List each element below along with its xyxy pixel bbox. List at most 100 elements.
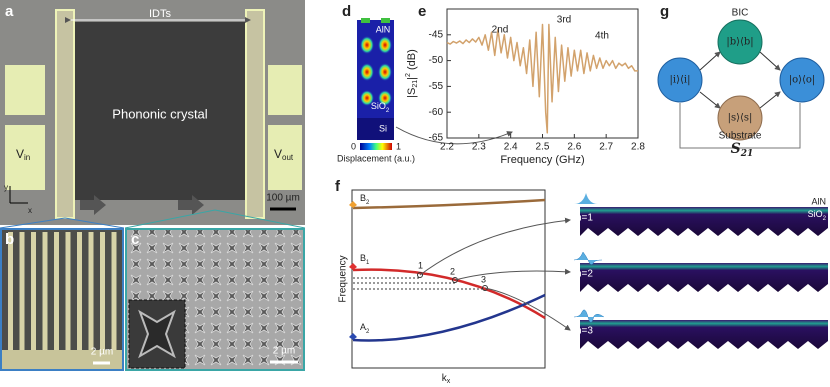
unit-cell	[138, 309, 176, 359]
layer-label: AlN	[811, 196, 826, 206]
x-tick-label: 2.8	[631, 142, 645, 153]
y-axis-label: |S21|2 (dB)	[405, 49, 419, 98]
point-label: 3	[481, 274, 486, 284]
x-tick-label: 2.3	[472, 142, 486, 153]
y-axis-label-part: 2	[405, 73, 412, 77]
finger	[65, 232, 71, 352]
s21-label: S21	[731, 141, 754, 159]
pad	[268, 125, 302, 190]
pointer-arrow	[454, 268, 571, 281]
fingers	[8, 232, 117, 352]
band-box	[351, 189, 546, 369]
pad	[5, 65, 45, 115]
band-label: A2	[360, 322, 370, 334]
idt	[245, 9, 265, 219]
finger	[77, 232, 82, 352]
panel-b: b 2 µm	[0, 228, 124, 371]
substrate-node	[717, 95, 763, 141]
panel-label: c	[131, 231, 139, 248]
y-tick-label: -55	[429, 81, 444, 92]
zoom-line	[64, 217, 125, 229]
y-axis-label-part: |S	[406, 88, 418, 98]
s21-bracket	[679, 103, 801, 149]
colorbar	[360, 143, 392, 150]
mode-label: n=2	[576, 269, 593, 280]
layer-label: AlN	[376, 24, 391, 34]
bic-label: BIC	[732, 8, 749, 19]
band-label: B2	[360, 193, 370, 205]
panel-d: d AlN SiO2 Si 0 1 Displacement (a.u.)	[337, 3, 513, 163]
hotspots	[360, 18, 392, 106]
band-b2	[352, 198, 546, 210]
vout-label: Vout	[274, 147, 294, 162]
panel-a: a IDTs Phononic crystal Vin Vout 100 µm …	[0, 0, 306, 229]
mode-label: n=1	[576, 213, 593, 224]
crystal-label: Phononic crystal	[112, 106, 207, 121]
layer-label: SiO2	[808, 209, 827, 221]
point-label: 2	[450, 266, 455, 276]
point	[417, 272, 423, 278]
colorbar-max: 1	[396, 141, 401, 151]
axis-y-label: y	[4, 183, 8, 192]
x-axis-label: Frequency (GHz)	[500, 154, 584, 166]
arrow	[699, 91, 721, 109]
x-tick-label: 2.7	[599, 142, 613, 153]
finger	[42, 232, 48, 352]
point	[482, 285, 488, 291]
y-axis-label: Frequency	[338, 255, 349, 302]
panel-c: c 2 µm	[125, 228, 305, 371]
scale-label: 100 µm	[266, 193, 300, 204]
star	[349, 333, 357, 340]
panel-label: f	[335, 178, 341, 195]
finger	[8, 232, 13, 352]
pad	[5, 125, 45, 190]
state-label: |s⟩⟨s|	[728, 113, 753, 124]
axis-x-label: x	[28, 206, 32, 215]
data-line	[446, 23, 638, 134]
bic-node	[717, 19, 763, 65]
finger	[111, 232, 117, 352]
finger	[31, 232, 36, 352]
idt	[55, 9, 75, 219]
scale-label: 2 µm	[91, 347, 113, 358]
zoom-line	[124, 209, 216, 229]
panel-g: g |i⟩⟨i| |b⟩⟨b| |s⟩⟨s| |o⟩⟨o| BIC S21 Su…	[657, 3, 825, 159]
vin-label: Vin	[16, 147, 30, 162]
annotation: 4th	[595, 31, 609, 42]
arrow	[699, 51, 721, 71]
y-tick-label: -45	[429, 29, 444, 40]
y-tick-label: -60	[429, 107, 444, 118]
y-tick-label: -50	[429, 55, 444, 66]
zoom-line	[0, 217, 66, 229]
panel-label: g	[660, 3, 669, 20]
input-node	[657, 57, 703, 103]
substrate-label: Substrate	[719, 131, 762, 142]
y-axis-label-part: (dB)	[406, 49, 418, 73]
y-axis-label-part: |	[406, 77, 418, 80]
arrow	[178, 195, 204, 215]
pad	[268, 65, 302, 115]
state-label: |o⟩⟨o|	[789, 75, 816, 86]
x-axis-label: kx	[442, 373, 451, 385]
finger	[54, 232, 59, 352]
si-layer	[357, 118, 394, 140]
point-label: 1	[418, 260, 423, 270]
annotation: 2nd	[492, 25, 509, 36]
pointer-arrow	[484, 287, 571, 331]
star	[349, 263, 357, 270]
mode-profiles	[570, 193, 828, 349]
panel-label: a	[5, 3, 14, 20]
band-b1	[352, 268, 546, 320]
layer-label: SiO2	[371, 101, 390, 113]
arrow	[80, 195, 106, 215]
finger	[100, 232, 105, 352]
mode-label: n=3	[576, 326, 593, 337]
panel-e: e -65 -60 -55 -50 -45 2.2 2.3 2.4 2.5 2.6 2.7 2.8 Fr…	[405, 3, 646, 166]
star	[349, 201, 357, 208]
arrow	[759, 91, 781, 109]
point	[452, 277, 458, 283]
y-axis-label-part: 21	[412, 80, 419, 88]
x-tick-label: 2.4	[504, 142, 518, 153]
band-a2	[352, 293, 546, 342]
